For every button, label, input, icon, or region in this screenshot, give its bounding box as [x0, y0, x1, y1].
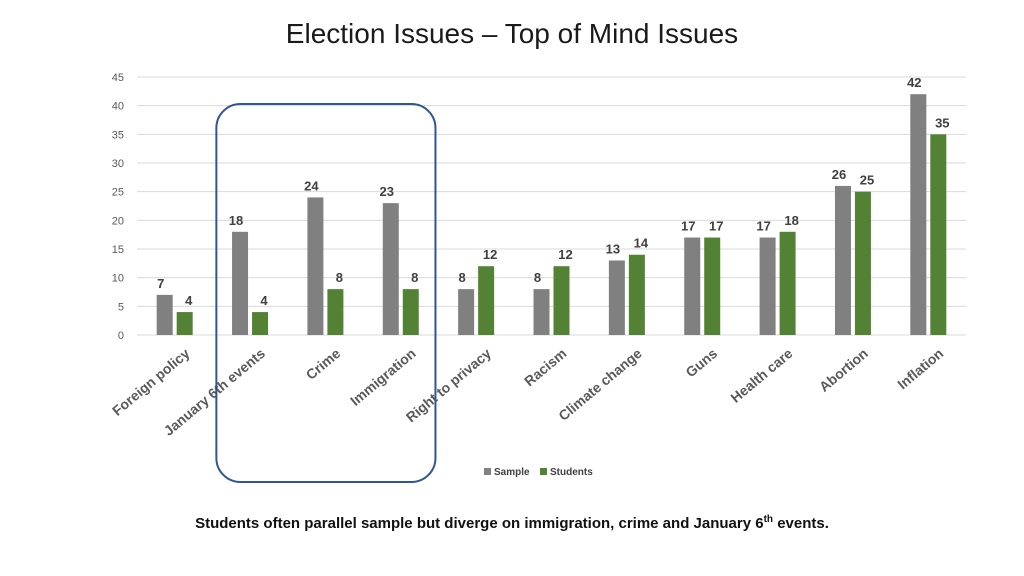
bar-students [327, 289, 344, 335]
bar-sample [834, 185, 851, 335]
x-category-label: Foreign policy [109, 345, 193, 419]
bar-students [553, 266, 570, 335]
bar-students [402, 289, 419, 335]
y-tick-label: 30 [112, 158, 124, 170]
data-label: 18 [229, 213, 243, 228]
x-category-label: Immigration [347, 345, 419, 409]
data-label: 35 [935, 115, 949, 130]
data-label: 8 [534, 270, 541, 285]
bar-students [704, 237, 721, 335]
bar-sample [910, 94, 927, 335]
bar-sample [382, 203, 399, 335]
legend-label: Sample [494, 467, 530, 478]
bar-students [176, 312, 193, 335]
data-label: 17 [681, 219, 695, 234]
caption-end: events. [773, 515, 829, 532]
y-tick-label: 40 [112, 101, 124, 113]
y-tick-label: 25 [112, 187, 124, 199]
bar-students [930, 134, 947, 335]
data-label: 42 [907, 75, 921, 90]
data-label: 23 [380, 184, 394, 199]
y-tick-label: 20 [112, 215, 124, 227]
y-tick-label: 15 [112, 244, 124, 256]
data-label: 4 [260, 293, 268, 308]
bar-students [252, 312, 269, 335]
legend-label: Students [550, 467, 593, 478]
bar-students [854, 191, 871, 335]
data-label: 8 [459, 270, 466, 285]
data-label: 25 [860, 173, 874, 188]
y-tick-label: 5 [118, 301, 124, 313]
highlight-box [215, 103, 437, 483]
y-tick-label: 10 [112, 273, 124, 285]
legend-swatch [540, 468, 547, 475]
data-label: 4 [185, 293, 193, 308]
data-label: 18 [784, 213, 798, 228]
legend-swatch [484, 468, 491, 475]
data-label: 13 [606, 241, 620, 256]
x-category-label: Crime [303, 345, 344, 383]
bar-sample [458, 289, 475, 335]
x-category-label: Abortion [816, 345, 871, 395]
caption-text: Students often parallel sample but diver… [195, 515, 764, 532]
data-label: 12 [558, 247, 572, 262]
caption-superscript: th [763, 514, 774, 525]
data-label: 8 [411, 270, 418, 285]
y-tick-label: 45 [112, 72, 124, 84]
y-tick-label: 35 [112, 129, 124, 141]
y-tick-label: 0 [118, 330, 124, 342]
bar-sample [533, 289, 550, 335]
data-label: 8 [336, 270, 343, 285]
bar-students [628, 254, 645, 335]
data-label: 14 [634, 236, 649, 251]
x-category-label: Inflation [894, 345, 946, 392]
x-category-label: Health care [727, 345, 795, 406]
data-label: 17 [709, 219, 723, 234]
data-label: 24 [304, 178, 319, 193]
bar-sample [232, 231, 249, 335]
data-label: 17 [756, 219, 770, 234]
bar-students [478, 266, 495, 335]
chart-caption: Students often parallel sample but diver… [0, 514, 1024, 532]
data-label: 7 [157, 276, 164, 291]
data-label: 26 [832, 167, 846, 182]
bar-sample [684, 237, 701, 335]
x-category-label: Racism [521, 345, 569, 389]
bar-sample [156, 294, 173, 335]
bar-students [779, 231, 796, 335]
x-category-label: Guns [682, 345, 720, 380]
bar-sample [307, 197, 324, 335]
bar-sample [608, 260, 625, 335]
data-label: 12 [483, 247, 497, 262]
bar-sample [759, 237, 776, 335]
chart-title: Election Issues – Top of Mind Issues [285, 18, 739, 49]
